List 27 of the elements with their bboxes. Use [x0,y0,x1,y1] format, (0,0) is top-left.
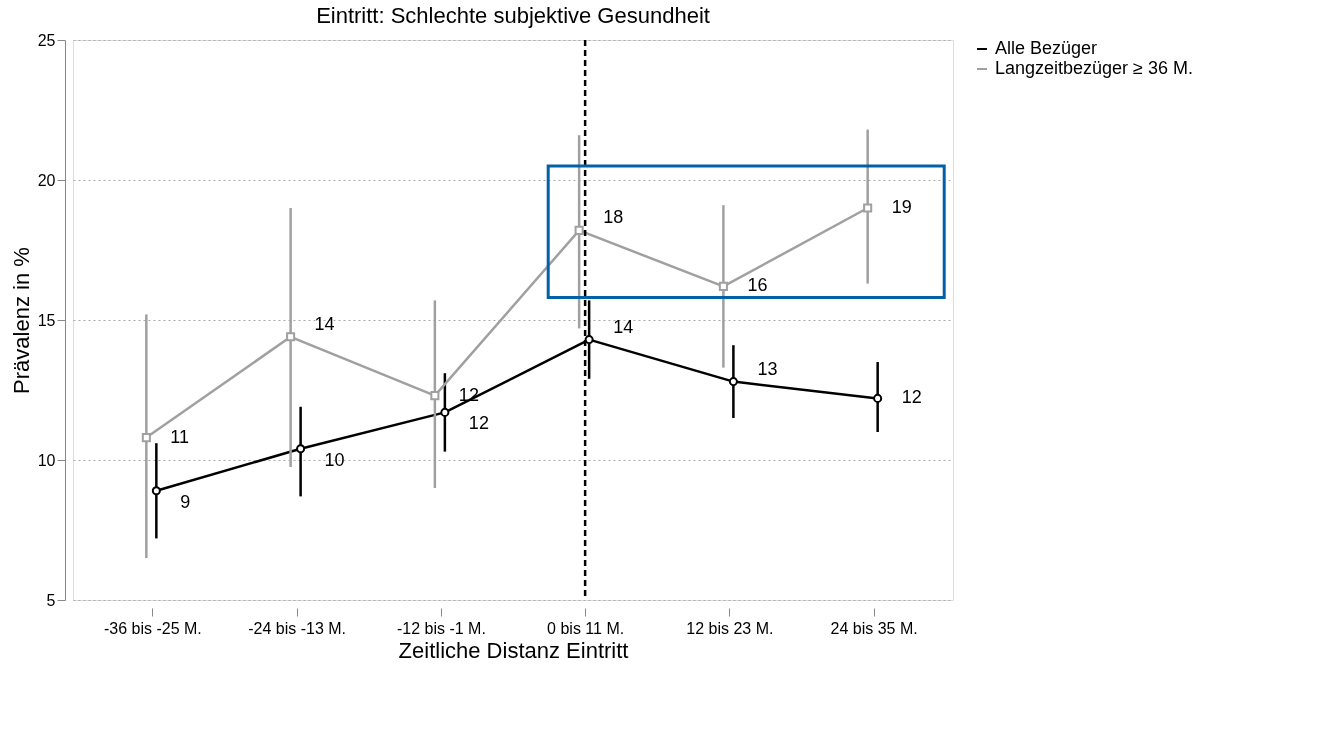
chart-title: Eintritt: Schlechte subjektive Gesundheit [316,3,710,28]
x-axis-title: Zeitliche Distanz Eintritt [398,637,629,663]
y-axis-title: Prävalenz in % [8,247,34,394]
y-tick-label: 5 [46,591,56,609]
data-label: 11 [170,426,190,447]
data-label: 14 [613,316,634,337]
data-label: 12 [468,413,489,434]
x-tick-label: -36 bis -25 M. [103,619,202,637]
x-tick-label: 0 bis 11 M. [547,619,625,637]
data-label: 18 [603,207,624,228]
data-label: 14 [314,313,335,334]
x-tick-label: -24 bis -13 M. [248,619,347,637]
legend-label: Langzeitbezüger ≥ 36 M. [995,58,1193,78]
data-label: 10 [324,449,345,470]
x-tick-label: 24 bis 35 M. [830,619,918,637]
data-label: 9 [180,491,191,512]
legend-label: Alle Bezüger [995,38,1098,58]
data-label: 13 [757,358,778,379]
y-tick-label: 20 [37,171,56,189]
y-tick-label: 25 [37,31,56,49]
x-tick-label: 12 bis 23 M. [686,619,774,637]
data-label: 16 [747,275,768,296]
y-tick-label: 10 [37,451,56,469]
x-tick-label: -12 bis -1 M. [396,619,486,637]
data-label: 19 [891,197,912,217]
y-tick-label: 15 [37,311,56,329]
data-label: 12 [901,387,922,408]
